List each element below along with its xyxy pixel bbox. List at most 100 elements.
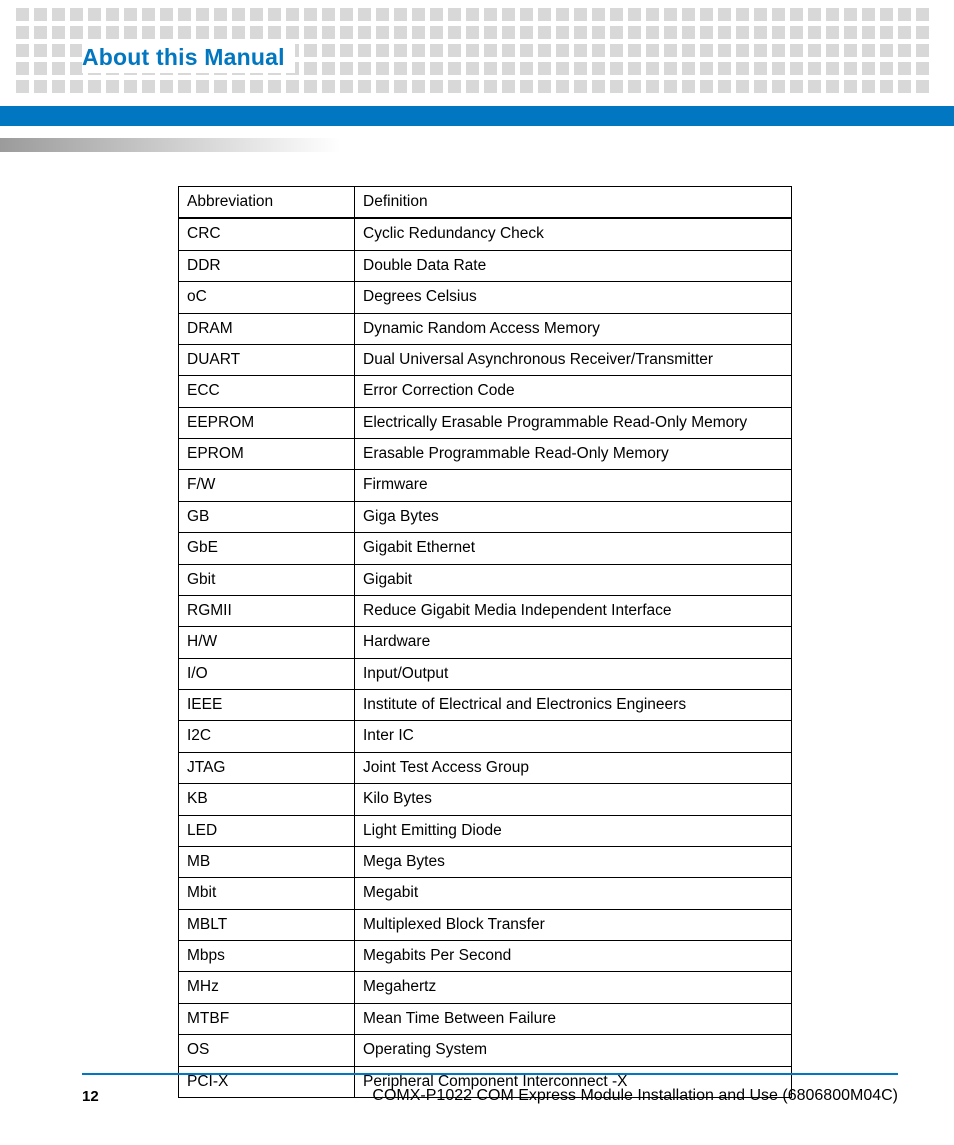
dot (466, 80, 479, 93)
dot (286, 8, 299, 21)
dot (790, 80, 803, 93)
cell-abbreviation: DDR (179, 250, 355, 281)
dot (646, 8, 659, 21)
dot (340, 80, 353, 93)
dot (268, 8, 281, 21)
dot (862, 80, 875, 93)
cell-abbreviation: CRC (179, 218, 355, 250)
dot (448, 44, 461, 57)
cell-abbreviation: oC (179, 282, 355, 313)
dot (916, 80, 929, 93)
dot (844, 62, 857, 75)
dot (628, 26, 641, 39)
section-title: About this Manual (82, 42, 295, 73)
cell-definition: Cyclic Redundancy Check (355, 218, 792, 250)
table-row: F/WFirmware (179, 470, 792, 501)
dot (322, 26, 335, 39)
dot (574, 8, 587, 21)
table-row: MbpsMegabits Per Second (179, 941, 792, 972)
cell-abbreviation: EEPROM (179, 407, 355, 438)
dot (826, 44, 839, 57)
cell-definition: Electrically Erasable Programmable Read-… (355, 407, 792, 438)
dot (124, 8, 137, 21)
dot (700, 8, 713, 21)
dot (502, 26, 515, 39)
dot (358, 44, 371, 57)
dot (484, 80, 497, 93)
table-row: DRAMDynamic Random Access Memory (179, 313, 792, 344)
dot (484, 44, 497, 57)
cell-definition: Degrees Celsius (355, 282, 792, 313)
dot (232, 26, 245, 39)
cell-abbreviation: GbE (179, 533, 355, 564)
dot (160, 8, 173, 21)
cell-abbreviation: KB (179, 784, 355, 815)
dot (16, 80, 29, 93)
table-row: LEDLight Emitting Diode (179, 815, 792, 846)
table-row: RGMIIReduce Gigabit Media Independent In… (179, 595, 792, 626)
cell-abbreviation: ECC (179, 376, 355, 407)
dot (214, 8, 227, 21)
dot (412, 62, 425, 75)
dot (124, 80, 137, 93)
dot (430, 62, 443, 75)
dot (556, 44, 569, 57)
dot (754, 44, 767, 57)
dot (52, 26, 65, 39)
dot (412, 80, 425, 93)
cell-abbreviation: MTBF (179, 1003, 355, 1034)
dot (556, 62, 569, 75)
dot (880, 26, 893, 39)
dot (304, 80, 317, 93)
dot (34, 26, 47, 39)
dot (898, 8, 911, 21)
cell-abbreviation: LED (179, 815, 355, 846)
dot (466, 8, 479, 21)
dot (106, 8, 119, 21)
dot (16, 26, 29, 39)
dot (394, 80, 407, 93)
cell-abbreviation: IEEE (179, 690, 355, 721)
dot (250, 8, 263, 21)
dot (844, 26, 857, 39)
dot (628, 62, 641, 75)
dot (574, 62, 587, 75)
dot (754, 26, 767, 39)
dot (682, 8, 695, 21)
cell-abbreviation: Mbps (179, 941, 355, 972)
dot (718, 26, 731, 39)
dot (160, 26, 173, 39)
dot (700, 80, 713, 93)
cell-definition: Dual Universal Asynchronous Receiver/Tra… (355, 344, 792, 375)
header-gradient-bar (0, 138, 340, 152)
dot (34, 44, 47, 57)
dot (340, 44, 353, 57)
dot (826, 26, 839, 39)
cell-definition: Kilo Bytes (355, 784, 792, 815)
dot (538, 80, 551, 93)
dot (664, 8, 677, 21)
cell-definition: Reduce Gigabit Media Independent Interfa… (355, 595, 792, 626)
dot (880, 62, 893, 75)
dot (664, 26, 677, 39)
content-area: Abbreviation Definition CRCCyclic Redund… (178, 186, 792, 1098)
table-row: MBMega Bytes (179, 846, 792, 877)
table-row: GBGiga Bytes (179, 501, 792, 532)
cell-definition: Megabit (355, 878, 792, 909)
dot (466, 62, 479, 75)
footer-rule (82, 1073, 898, 1075)
dot (322, 62, 335, 75)
dot (178, 8, 191, 21)
cell-abbreviation: I2C (179, 721, 355, 752)
table-row: GbitGigabit (179, 564, 792, 595)
dot (844, 44, 857, 57)
dot (538, 26, 551, 39)
dot (574, 44, 587, 57)
dot (610, 26, 623, 39)
table-row: DDRDouble Data Rate (179, 250, 792, 281)
cell-definition: Mega Bytes (355, 846, 792, 877)
dot (880, 80, 893, 93)
dot (502, 8, 515, 21)
dot (502, 44, 515, 57)
dot (304, 8, 317, 21)
